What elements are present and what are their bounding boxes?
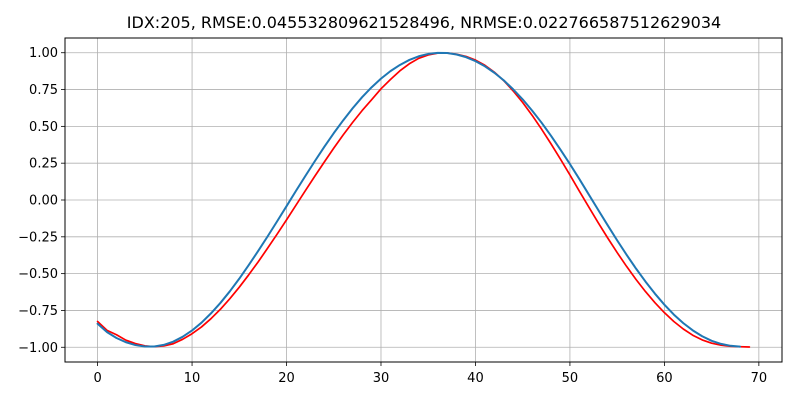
x-tick-label: 30 [373,371,390,386]
y-tick-label: −0.75 [18,304,58,319]
y-tick-label: −1.00 [18,341,58,356]
series-line-blue [96,51,741,348]
y-tick-label: 0.50 [29,120,58,135]
x-tick-label: 60 [656,371,673,386]
chart-title: IDX:205, RMSE:0.045532809621528496, NRMS… [127,13,721,32]
x-tick-label: 40 [467,371,484,386]
x-tick-label: 70 [751,371,768,386]
y-tick-label: 0.75 [29,83,58,98]
y-axis-ticks: −1.00 −0.75 −0.50 −0.25 0.00 0.25 0.50 0.75 1.00 [18,46,65,356]
y-tick-label: 0.25 [29,157,58,172]
y-tick-label: −0.25 [18,230,58,245]
x-axis-ticks: 0 10 20 30 40 50 60 70 [93,362,767,386]
x-tick-label: 0 [93,371,101,386]
y-tick-label: −0.50 [18,267,58,282]
x-tick-label: 20 [278,371,295,386]
series-group [96,51,751,348]
y-tick-label: 0.00 [29,194,58,209]
x-tick-label: 50 [562,371,579,386]
series-line-red [96,52,751,348]
x-tick-label: 10 [184,371,201,386]
y-tick-label: 1.00 [29,46,58,61]
